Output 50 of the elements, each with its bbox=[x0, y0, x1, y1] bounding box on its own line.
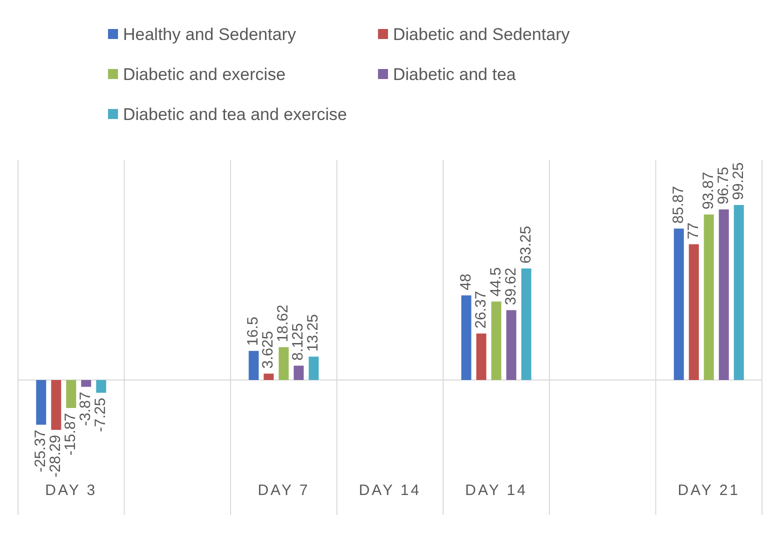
data-label: -28.29 bbox=[47, 434, 64, 478]
bar bbox=[491, 302, 502, 380]
legend-label: Diabetic and Sedentary bbox=[393, 25, 570, 44]
data-label: 3.625 bbox=[260, 331, 277, 369]
data-label: 13.25 bbox=[304, 314, 322, 352]
x-tick-label: DAY 21 bbox=[678, 482, 740, 499]
bar bbox=[294, 366, 304, 380]
bar bbox=[36, 380, 46, 425]
bar bbox=[506, 310, 516, 380]
data-label: 18.62 bbox=[274, 304, 292, 342]
data-label: 16.5 bbox=[244, 316, 262, 346]
bar bbox=[51, 380, 62, 430]
data-label: 85.87 bbox=[670, 186, 687, 224]
data-label: 93.87 bbox=[700, 172, 717, 210]
data-label: -25.37 bbox=[32, 430, 50, 472]
data-label: 77 bbox=[684, 222, 702, 240]
legend-label: Diabetic and tea and exercise bbox=[123, 105, 347, 124]
data-label: 26.37 bbox=[472, 290, 490, 329]
data-label: 96.75 bbox=[714, 166, 732, 204]
data-label: 8.125 bbox=[290, 323, 307, 361]
data-label: 44.5 bbox=[487, 267, 504, 297]
bar bbox=[476, 334, 486, 380]
bar bbox=[308, 356, 319, 380]
x-tick-label: DAY 14 bbox=[465, 482, 528, 499]
x-tick-label: DAY 3 bbox=[45, 482, 98, 499]
bar bbox=[718, 209, 729, 380]
data-label: -3.87 bbox=[77, 392, 94, 426]
bar bbox=[264, 374, 274, 380]
x-tick-label: DAY 14 bbox=[358, 482, 422, 499]
data-label: 99.25 bbox=[730, 162, 747, 200]
bar bbox=[704, 214, 714, 380]
legend-label: Diabetic and exercise bbox=[123, 65, 286, 84]
bar bbox=[521, 268, 532, 380]
x-tick-label: DAY 7 bbox=[258, 482, 310, 499]
legend-label: Diabetic and tea bbox=[393, 65, 516, 84]
bar bbox=[734, 205, 744, 380]
bar bbox=[461, 295, 472, 380]
bar bbox=[674, 228, 684, 380]
bar bbox=[248, 350, 259, 380]
bar bbox=[66, 380, 76, 408]
data-label: -7.25 bbox=[92, 398, 110, 432]
bar bbox=[81, 380, 92, 387]
data-label: 48 bbox=[457, 274, 474, 290]
data-label: 39.62 bbox=[502, 268, 520, 306]
data-label: 63.25 bbox=[517, 226, 534, 264]
bar bbox=[688, 244, 699, 380]
legend-label: Healthy and Sedentary bbox=[123, 25, 296, 44]
data-label: -15.87 bbox=[62, 412, 80, 456]
bar bbox=[96, 380, 106, 393]
bar bbox=[278, 347, 289, 380]
